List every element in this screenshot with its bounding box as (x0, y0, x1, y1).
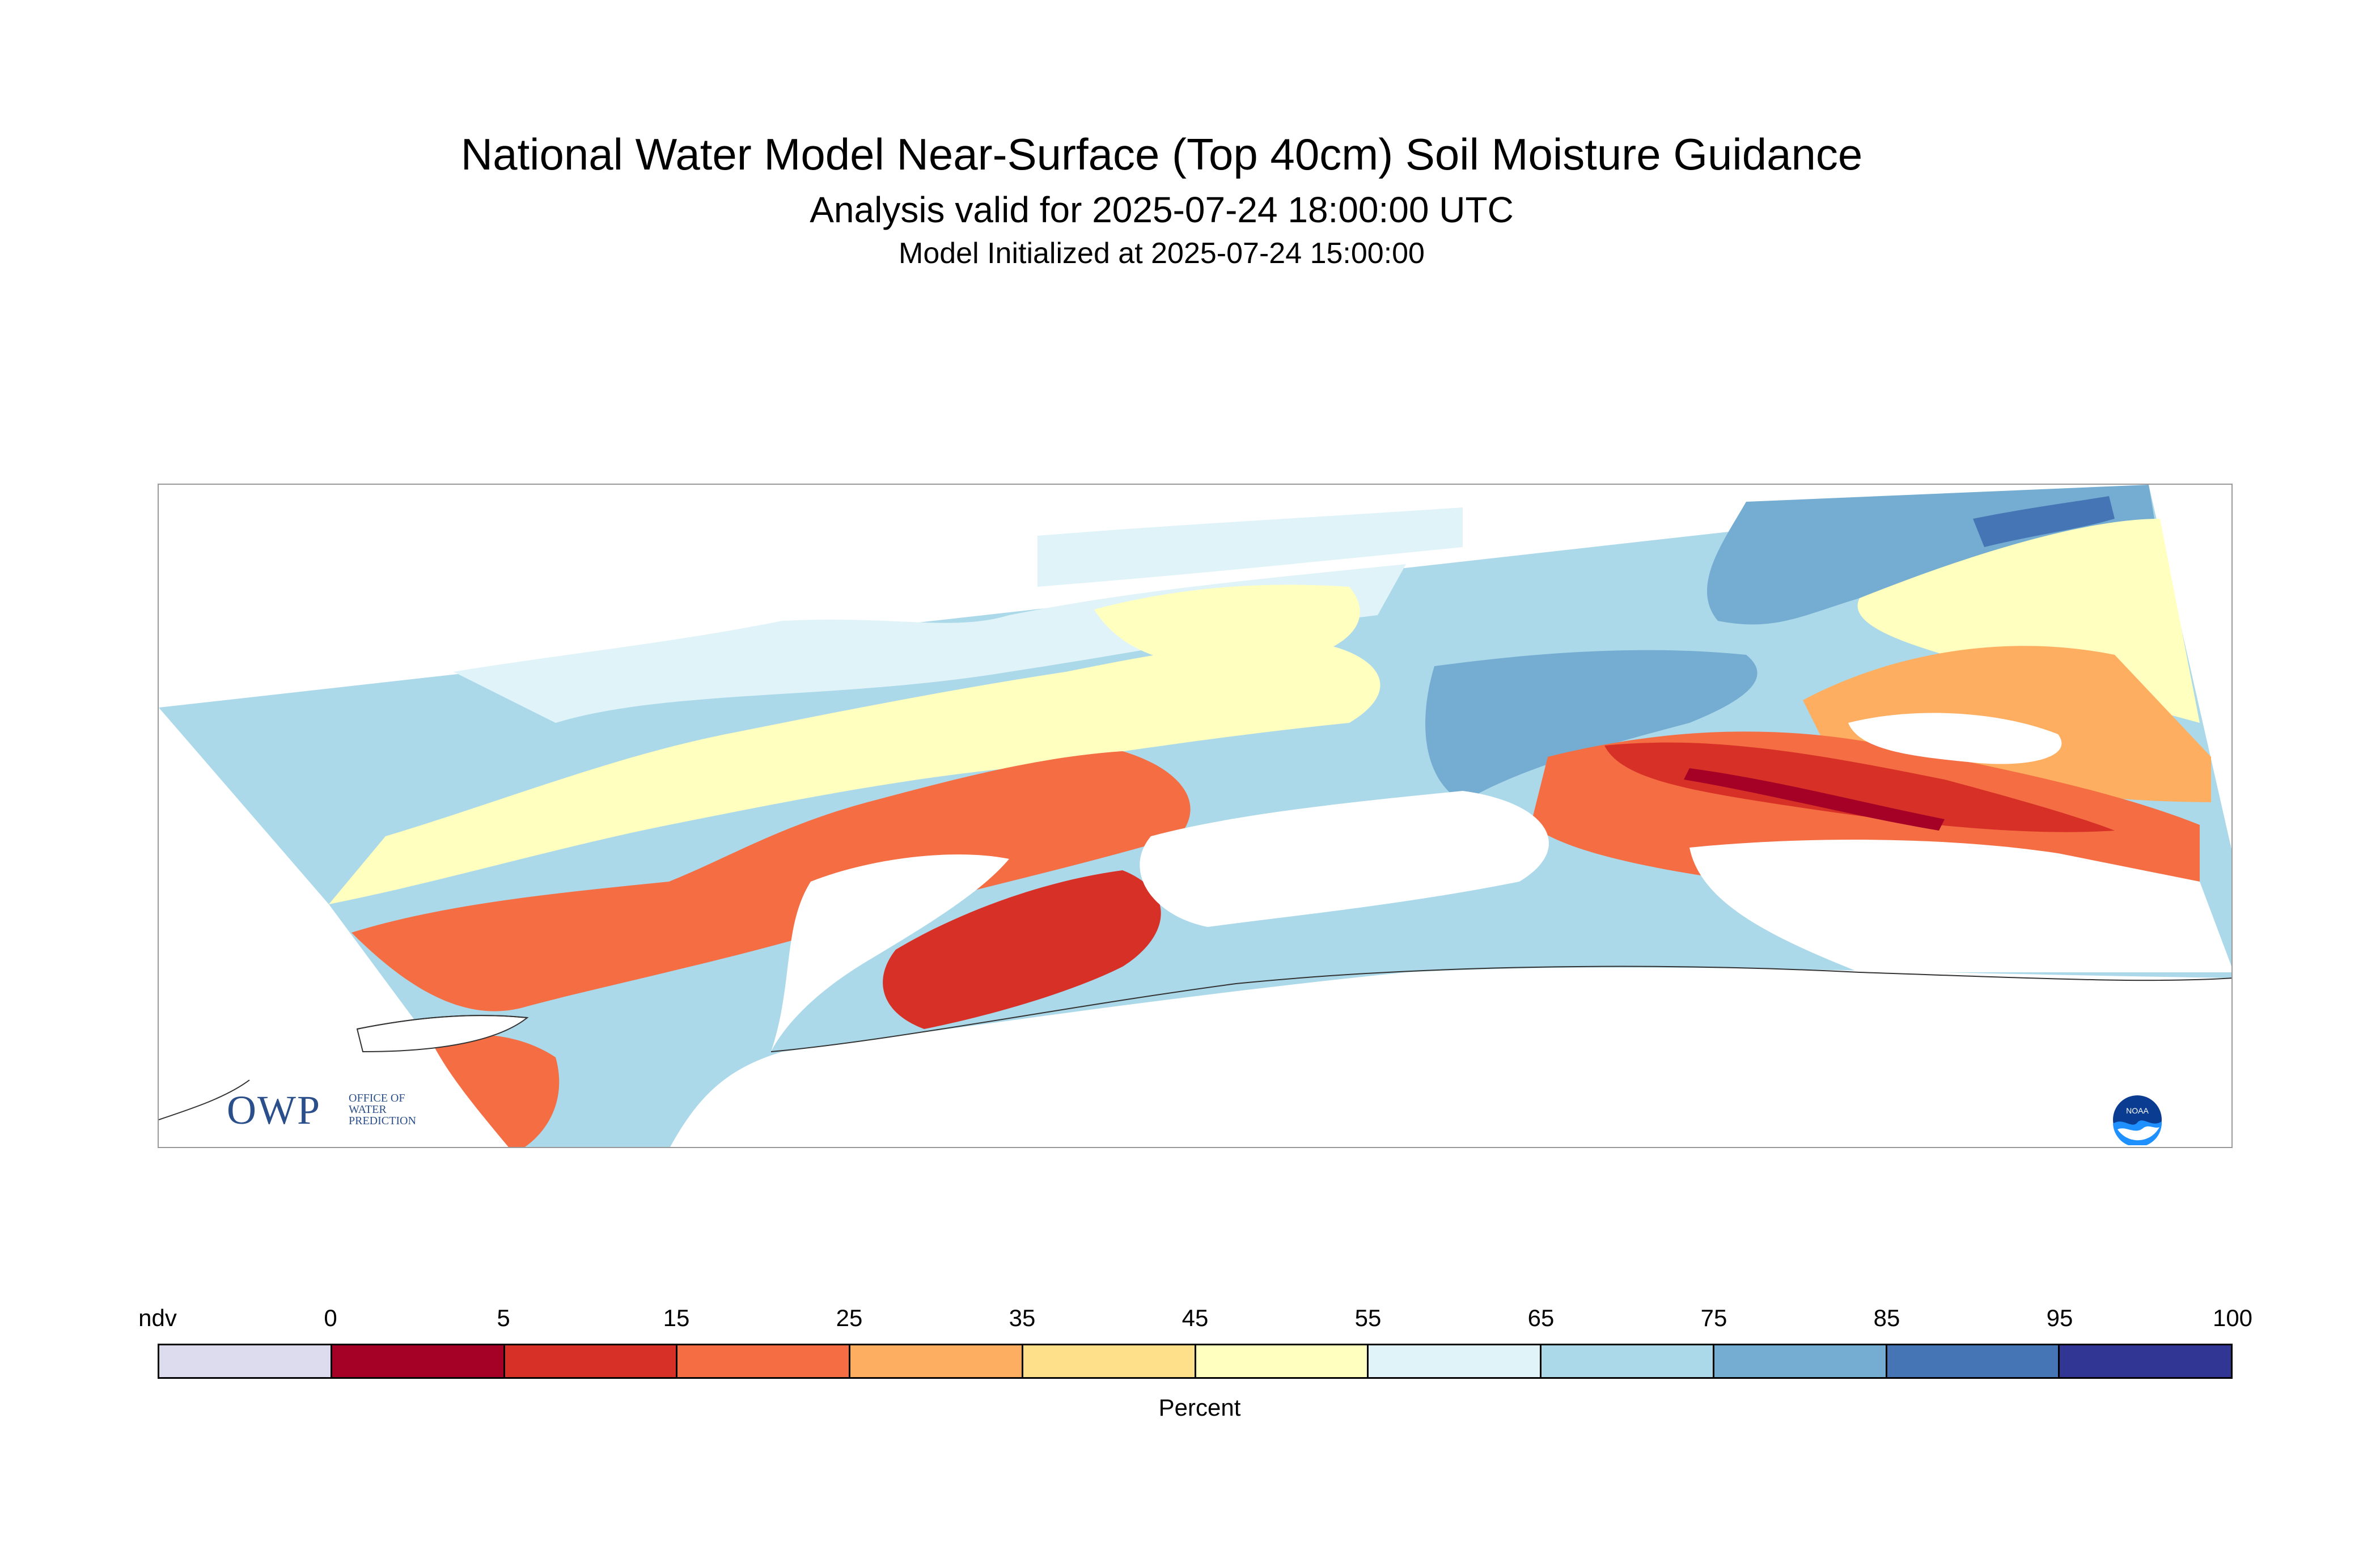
owp-logo-line: WATER (349, 1103, 387, 1116)
owp-logo-letters: OWP (227, 1087, 321, 1133)
water-cook-inlet (771, 854, 1009, 1052)
legend (158, 1344, 2233, 1379)
legend-swatch (1369, 1345, 1542, 1377)
legend-swatch (159, 1345, 332, 1377)
moisture-region-5-15 (883, 870, 1161, 1029)
coastline (159, 966, 2231, 1120)
legend-swatch (850, 1345, 1023, 1377)
legend-tick-label: 0 (324, 1305, 337, 1331)
init-time-subtitle: Model Initialized at 2025-07-24 15:00:00 (899, 237, 1425, 270)
legend-tick-label: 65 (1527, 1305, 1555, 1331)
legend-tick-label: 95 (2046, 1305, 2073, 1331)
no-data-mountains-east (1689, 840, 2231, 972)
legend-colorbar (158, 1344, 2233, 1379)
owp-logo-line: PREDICTION (349, 1115, 416, 1127)
moisture-region-5-15-east (1604, 742, 2115, 832)
legend-tick-label: ndv (138, 1305, 177, 1331)
moisture-region-85-95 (1973, 496, 2115, 547)
noaa-logo-text: NOAA (2126, 1106, 2149, 1115)
legend-tick-label: 5 (497, 1305, 510, 1331)
owp-logo: OWP OFFICE OF WATER PREDICTION (227, 1085, 442, 1136)
moisture-region-15-25-sw (431, 1035, 560, 1147)
legend-swatch (1196, 1345, 1369, 1377)
legend-swatch (2060, 1345, 2231, 1377)
page-title: National Water Model Near-Surface (Top 4… (460, 129, 1863, 179)
legend-tick-label: 85 (1873, 1305, 1900, 1331)
legend-tick-label: 25 (836, 1305, 863, 1331)
moisture-region-15-25 (352, 751, 1191, 1011)
legend-swatch (1887, 1345, 2060, 1377)
owp-logo-line: OFFICE OF (349, 1092, 405, 1104)
valid-time-subtitle: Analysis valid for 2025-07-24 18:00:00 U… (810, 189, 1514, 230)
legend-swatch (1542, 1345, 1714, 1377)
legend-swatch (505, 1345, 678, 1377)
legend-tick-label: 35 (1009, 1305, 1036, 1331)
legend-swatch (677, 1345, 850, 1377)
legend-swatch (1714, 1345, 1887, 1377)
noaa-logo-icon: NOAA (2113, 1095, 2162, 1145)
moisture-region-45-55-mid (1094, 585, 1360, 667)
soil-moisture-map: OWP OFFICE OF WATER PREDICTION NOAA (158, 484, 2233, 1148)
moisture-region-75-85-central (1425, 650, 1758, 802)
legend-tick-label: 45 (1181, 1305, 1209, 1331)
moisture-region-55-65-b (1037, 507, 1463, 587)
map-canvas (159, 485, 2231, 1147)
legend-units-label: Percent (1158, 1394, 1241, 1421)
moisture-region-45-55 (329, 642, 1380, 904)
moisture-region-0-5 (1684, 768, 1945, 831)
legend-tick-label: 15 (663, 1305, 690, 1331)
owp-logo-subtitle: OFFICE OF WATER PREDICTION (349, 1093, 439, 1127)
legend-tick-label: 100 (2212, 1305, 2253, 1331)
legend-tick-label: 75 (1700, 1305, 1727, 1331)
legend-swatch (1023, 1345, 1196, 1377)
no-data-mountains (1140, 791, 1549, 927)
legend-tick-label: 55 (1354, 1305, 1382, 1331)
no-data-mountains-ne (1848, 713, 2062, 764)
water-gulf (670, 967, 2231, 1147)
legend-swatch (332, 1345, 505, 1377)
